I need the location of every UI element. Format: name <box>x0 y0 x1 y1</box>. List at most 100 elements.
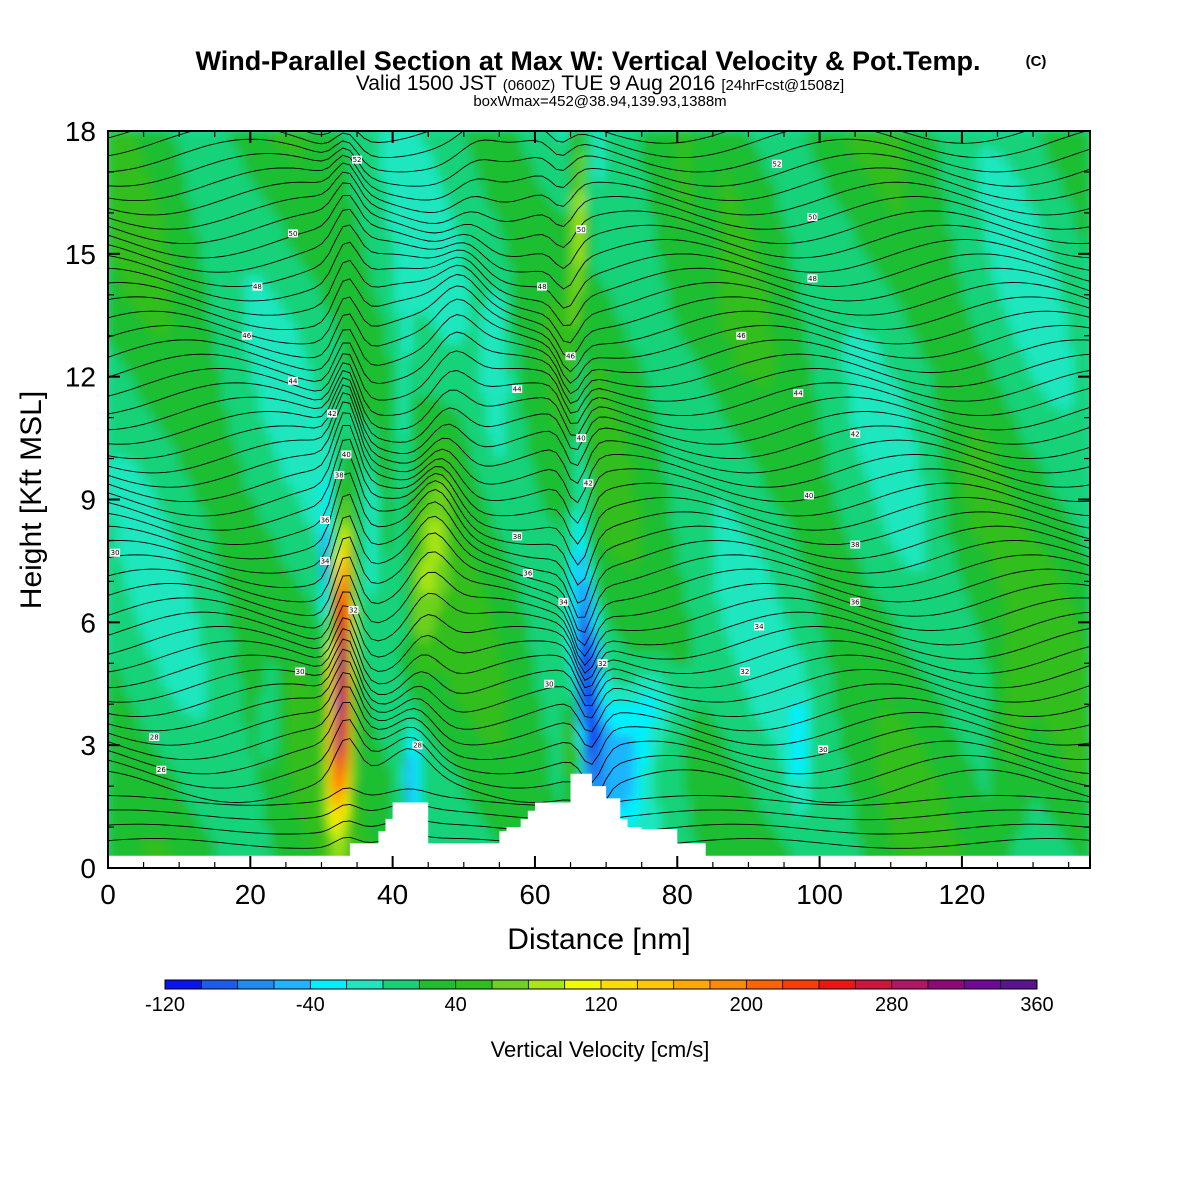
colorbar-frame <box>164 979 1038 990</box>
contour-label: 44 <box>288 376 299 385</box>
theta-contour-line <box>108 370 1090 436</box>
theta-contour-line <box>108 241 1090 327</box>
x-tick-label: 20 <box>235 879 266 910</box>
theta-contour-line <box>108 571 1090 667</box>
contour-label: 30 <box>544 679 555 688</box>
contour-label: 34 <box>320 556 331 565</box>
colorbar-swatch <box>419 980 457 989</box>
theta-contour-line <box>108 131 1089 159</box>
y-tick-label: 15 <box>65 239 96 270</box>
colorbar <box>164 979 1038 990</box>
colorbar-swatch <box>601 980 638 989</box>
colorbar-swatch <box>165 980 202 989</box>
theta-contour-line <box>108 138 1090 173</box>
contour-label: 52 <box>771 159 782 168</box>
theta-contour-line <box>108 392 1090 485</box>
colorbar-swatch <box>673 980 711 989</box>
colorbar-swatch <box>201 980 239 989</box>
colorbar-tick-label: 280 <box>875 994 908 1016</box>
theta-contour-line <box>108 182 1090 249</box>
theta-contour-line <box>108 224 1090 309</box>
chart-subtitle-2: boxWmax=452@38.94,139.93,1388m <box>473 93 726 110</box>
colorbar-swatch <box>1000 980 1038 989</box>
colorbar-swatch <box>274 980 311 989</box>
colorbar-swatch <box>819 980 856 989</box>
y-axis-title: Height [Kft MSL] <box>15 391 48 609</box>
colorbar-swatch <box>528 980 566 989</box>
contour-label: 32 <box>597 659 608 668</box>
contour-label: 26 <box>156 765 167 774</box>
contour-label: 48 <box>807 274 818 283</box>
colorbar-tick-labels: -120 -40 40 120 200 280 360 <box>145 994 1054 1016</box>
colorbar-tick-label: 360 <box>1020 994 1053 1016</box>
x-tick-label: 100 <box>796 879 843 910</box>
x-tick-label: 120 <box>939 879 986 910</box>
x-tick-label: 60 <box>519 879 550 910</box>
theta-contour-line <box>108 591 1090 674</box>
subtitle-valid: Valid 1500 JST <box>356 72 497 95</box>
y-tick-label: 3 <box>80 730 96 761</box>
theta-contour-line <box>108 362 1090 424</box>
colorbar-swatch <box>310 980 348 989</box>
colorbar-title: Vertical Velocity [cm/s] <box>491 1037 710 1062</box>
contour-label: 30 <box>110 548 121 557</box>
colorbar-swatch <box>492 980 529 989</box>
theta-contour-line <box>108 208 1090 290</box>
contour-label: 52 <box>352 155 363 164</box>
theta-contour-line <box>108 628 1090 697</box>
theta-contour-line <box>108 147 1090 187</box>
x-axis: 0 20 40 60 80 100 120 <box>100 131 1070 910</box>
theta-contour-line <box>108 350 1090 414</box>
contour-label: 28 <box>412 741 423 750</box>
theta-contour-line <box>108 648 1090 719</box>
colorbar-swatch <box>746 980 784 989</box>
x-tick-label: 40 <box>377 879 408 910</box>
theta-contour-line <box>108 401 1090 504</box>
contour-label: 44 <box>512 384 523 393</box>
theta-contour-line <box>108 551 1090 658</box>
plot-area: 52 50 48 46 44 42 40 38 36 34 32 30 28 26 30 38 36 34 30 28… <box>108 131 1090 868</box>
theta-contour-line <box>108 171 1090 230</box>
contour-label: 46 <box>736 331 747 340</box>
theta-contour-line <box>108 285 1090 373</box>
contour-label: 44 <box>793 389 804 398</box>
theta-contour-line <box>108 194 1090 270</box>
contour-label: 30 <box>818 745 829 754</box>
contour-label: 50 <box>807 212 818 221</box>
theta-contour-line <box>108 638 1090 707</box>
contour-label: 50 <box>288 229 299 238</box>
theta-contour-line <box>108 617 1090 689</box>
colorbar-swatch <box>782 980 820 989</box>
contour-label: 36 <box>850 597 861 606</box>
colorbar-tick-label: 40 <box>445 994 467 1016</box>
theta-contour-line <box>108 424 1090 545</box>
theta-contour-line <box>108 298 1090 384</box>
colorbar-tick-label: 200 <box>730 994 763 1016</box>
contour-label: 50 <box>576 225 587 234</box>
theta-contour-line <box>108 659 1090 733</box>
contour-label: 36 <box>522 569 533 578</box>
contour-label: 42 <box>583 479 594 488</box>
contour-label: 42 <box>327 409 338 418</box>
x-tick-label: 80 <box>662 879 693 910</box>
colorbar-swatch <box>383 980 420 989</box>
colorbar-swatch <box>855 980 893 989</box>
theta-contour-line <box>108 331 1090 404</box>
theta-contour-line <box>108 686 1090 765</box>
colorbar-swatch <box>928 980 965 989</box>
chart-title: Wind-Parallel Section at Max W: Vertical… <box>196 46 981 76</box>
terrain <box>108 773 1090 868</box>
theta-contour-line <box>108 438 1090 566</box>
y-tick-label: 9 <box>80 485 96 516</box>
theta-contour-line <box>108 672 1090 748</box>
colorbar-tick-label: 120 <box>584 994 617 1016</box>
colorbar-swatch <box>346 980 384 989</box>
colorbar-swatch <box>637 980 675 989</box>
theta-contour-line <box>108 454 1090 586</box>
theta-contour-line <box>108 259 1090 344</box>
contour-label: 40 <box>576 434 587 443</box>
contour-label: 40 <box>341 450 352 459</box>
colorbar-tick-label: -120 <box>145 994 185 1016</box>
theta-contour-line <box>108 377 1090 451</box>
